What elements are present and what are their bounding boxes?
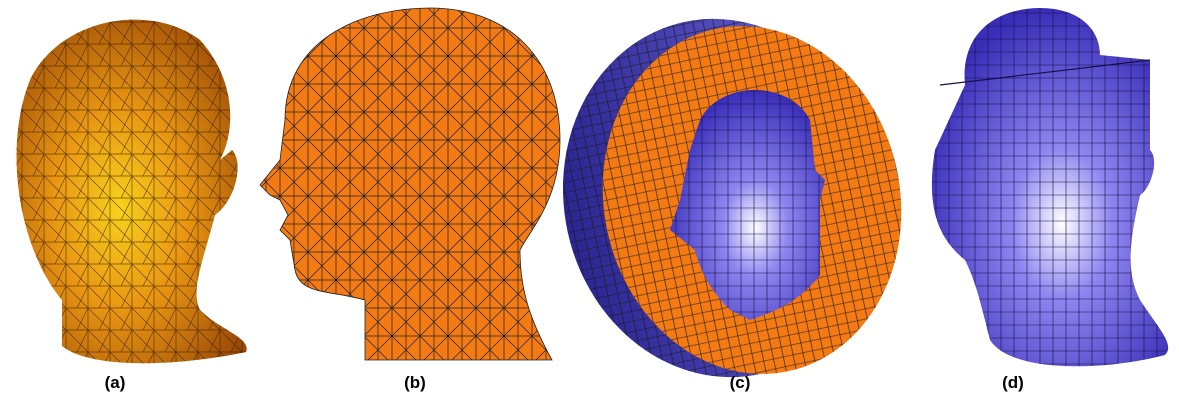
figure: (a) (b) (c) (d) (0, 0, 1179, 402)
panel-label: (c) (730, 373, 751, 392)
panel-a: (a) (17, 20, 247, 392)
panel-b: (b) (260, 8, 560, 392)
panel-label: (d) (1002, 373, 1024, 392)
panel-label: (a) (105, 373, 126, 392)
mesh-a (17, 20, 247, 364)
panel-label: (b) (404, 373, 426, 392)
page: (a) (b) (c) (d) (() => { const data = JS… (0, 0, 1179, 402)
panel-c: (c) (530, 0, 933, 402)
mesh-b (260, 8, 560, 360)
panel-d: (d) (932, 8, 1168, 392)
